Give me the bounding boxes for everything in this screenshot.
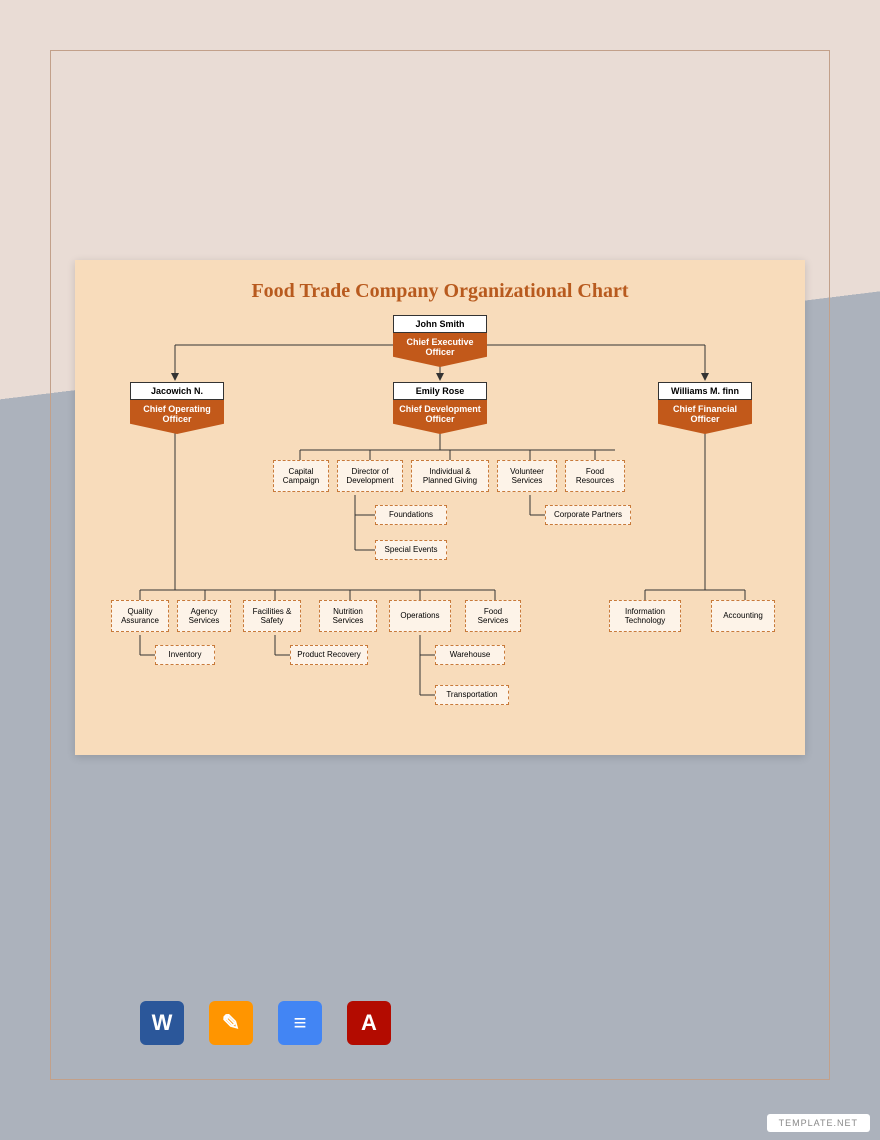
dept-corporate-partners: Corporate Partners bbox=[545, 505, 631, 525]
pages-icon[interactable]: ✎ bbox=[209, 1001, 253, 1045]
dept-agency-services: Agency Services bbox=[177, 600, 231, 632]
dept-food-services: Food Services bbox=[465, 600, 521, 632]
dept-facilities-safety: Facilities & Safety bbox=[243, 600, 301, 632]
dept-volunteer: Volunteer Services bbox=[497, 460, 557, 492]
dept-it: Information Technology bbox=[609, 600, 681, 632]
dept-quality-assurance: Quality Assurance bbox=[111, 600, 169, 632]
dept-product-recovery: Product Recovery bbox=[290, 645, 368, 665]
dept-transportation: Transportation bbox=[435, 685, 509, 705]
dept-individual-giving: Individual & Planned Giving bbox=[411, 460, 489, 492]
cdo-name: Emily Rose bbox=[393, 382, 487, 400]
coo-box: Jacowich N. Chief Operating Officer bbox=[130, 382, 224, 434]
coo-title: Chief Operating Officer bbox=[130, 400, 224, 434]
pages-glyph: ✎ bbox=[222, 1010, 240, 1036]
dept-inventory: Inventory bbox=[155, 645, 215, 665]
word-icon[interactable]: W bbox=[140, 1001, 184, 1045]
pdf-icon[interactable]: A bbox=[347, 1001, 391, 1045]
dept-operations: Operations bbox=[389, 600, 451, 632]
coo-name: Jacowich N. bbox=[130, 382, 224, 400]
pdf-glyph: A bbox=[361, 1010, 377, 1036]
cdo-box: Emily Rose Chief Development Officer bbox=[393, 382, 487, 434]
dept-warehouse: Warehouse bbox=[435, 645, 505, 665]
chart-title: Food Trade Company Organizational Chart bbox=[75, 260, 805, 303]
cfo-name: Williams M. finn bbox=[658, 382, 752, 400]
dept-nutrition: Nutrition Services bbox=[319, 600, 377, 632]
org-chart-card: Food Trade Company Organizational Chart bbox=[75, 260, 805, 755]
dept-food-resources: Food Resources bbox=[565, 460, 625, 492]
ceo-name: John Smith bbox=[393, 315, 487, 333]
dept-special-events: Special Events bbox=[375, 540, 447, 560]
word-glyph: W bbox=[152, 1010, 173, 1036]
dept-foundations: Foundations bbox=[375, 505, 447, 525]
format-icons-row: W ✎ ≡ A bbox=[140, 1001, 391, 1045]
cdo-title: Chief Development Officer bbox=[393, 400, 487, 434]
cfo-title: Chief Financial Officer bbox=[658, 400, 752, 434]
dept-accounting: Accounting bbox=[711, 600, 775, 632]
dept-capital-campaign: Capital Campaign bbox=[273, 460, 329, 492]
gdocs-icon[interactable]: ≡ bbox=[278, 1001, 322, 1045]
ceo-box: John Smith Chief Executive Officer bbox=[393, 315, 487, 367]
gdocs-glyph: ≡ bbox=[294, 1010, 307, 1036]
cfo-box: Williams M. finn Chief Financial Officer bbox=[658, 382, 752, 434]
ceo-title: Chief Executive Officer bbox=[393, 333, 487, 367]
dept-director-dev: Director of Development bbox=[337, 460, 403, 492]
watermark: TEMPLATE.NET bbox=[767, 1114, 870, 1132]
